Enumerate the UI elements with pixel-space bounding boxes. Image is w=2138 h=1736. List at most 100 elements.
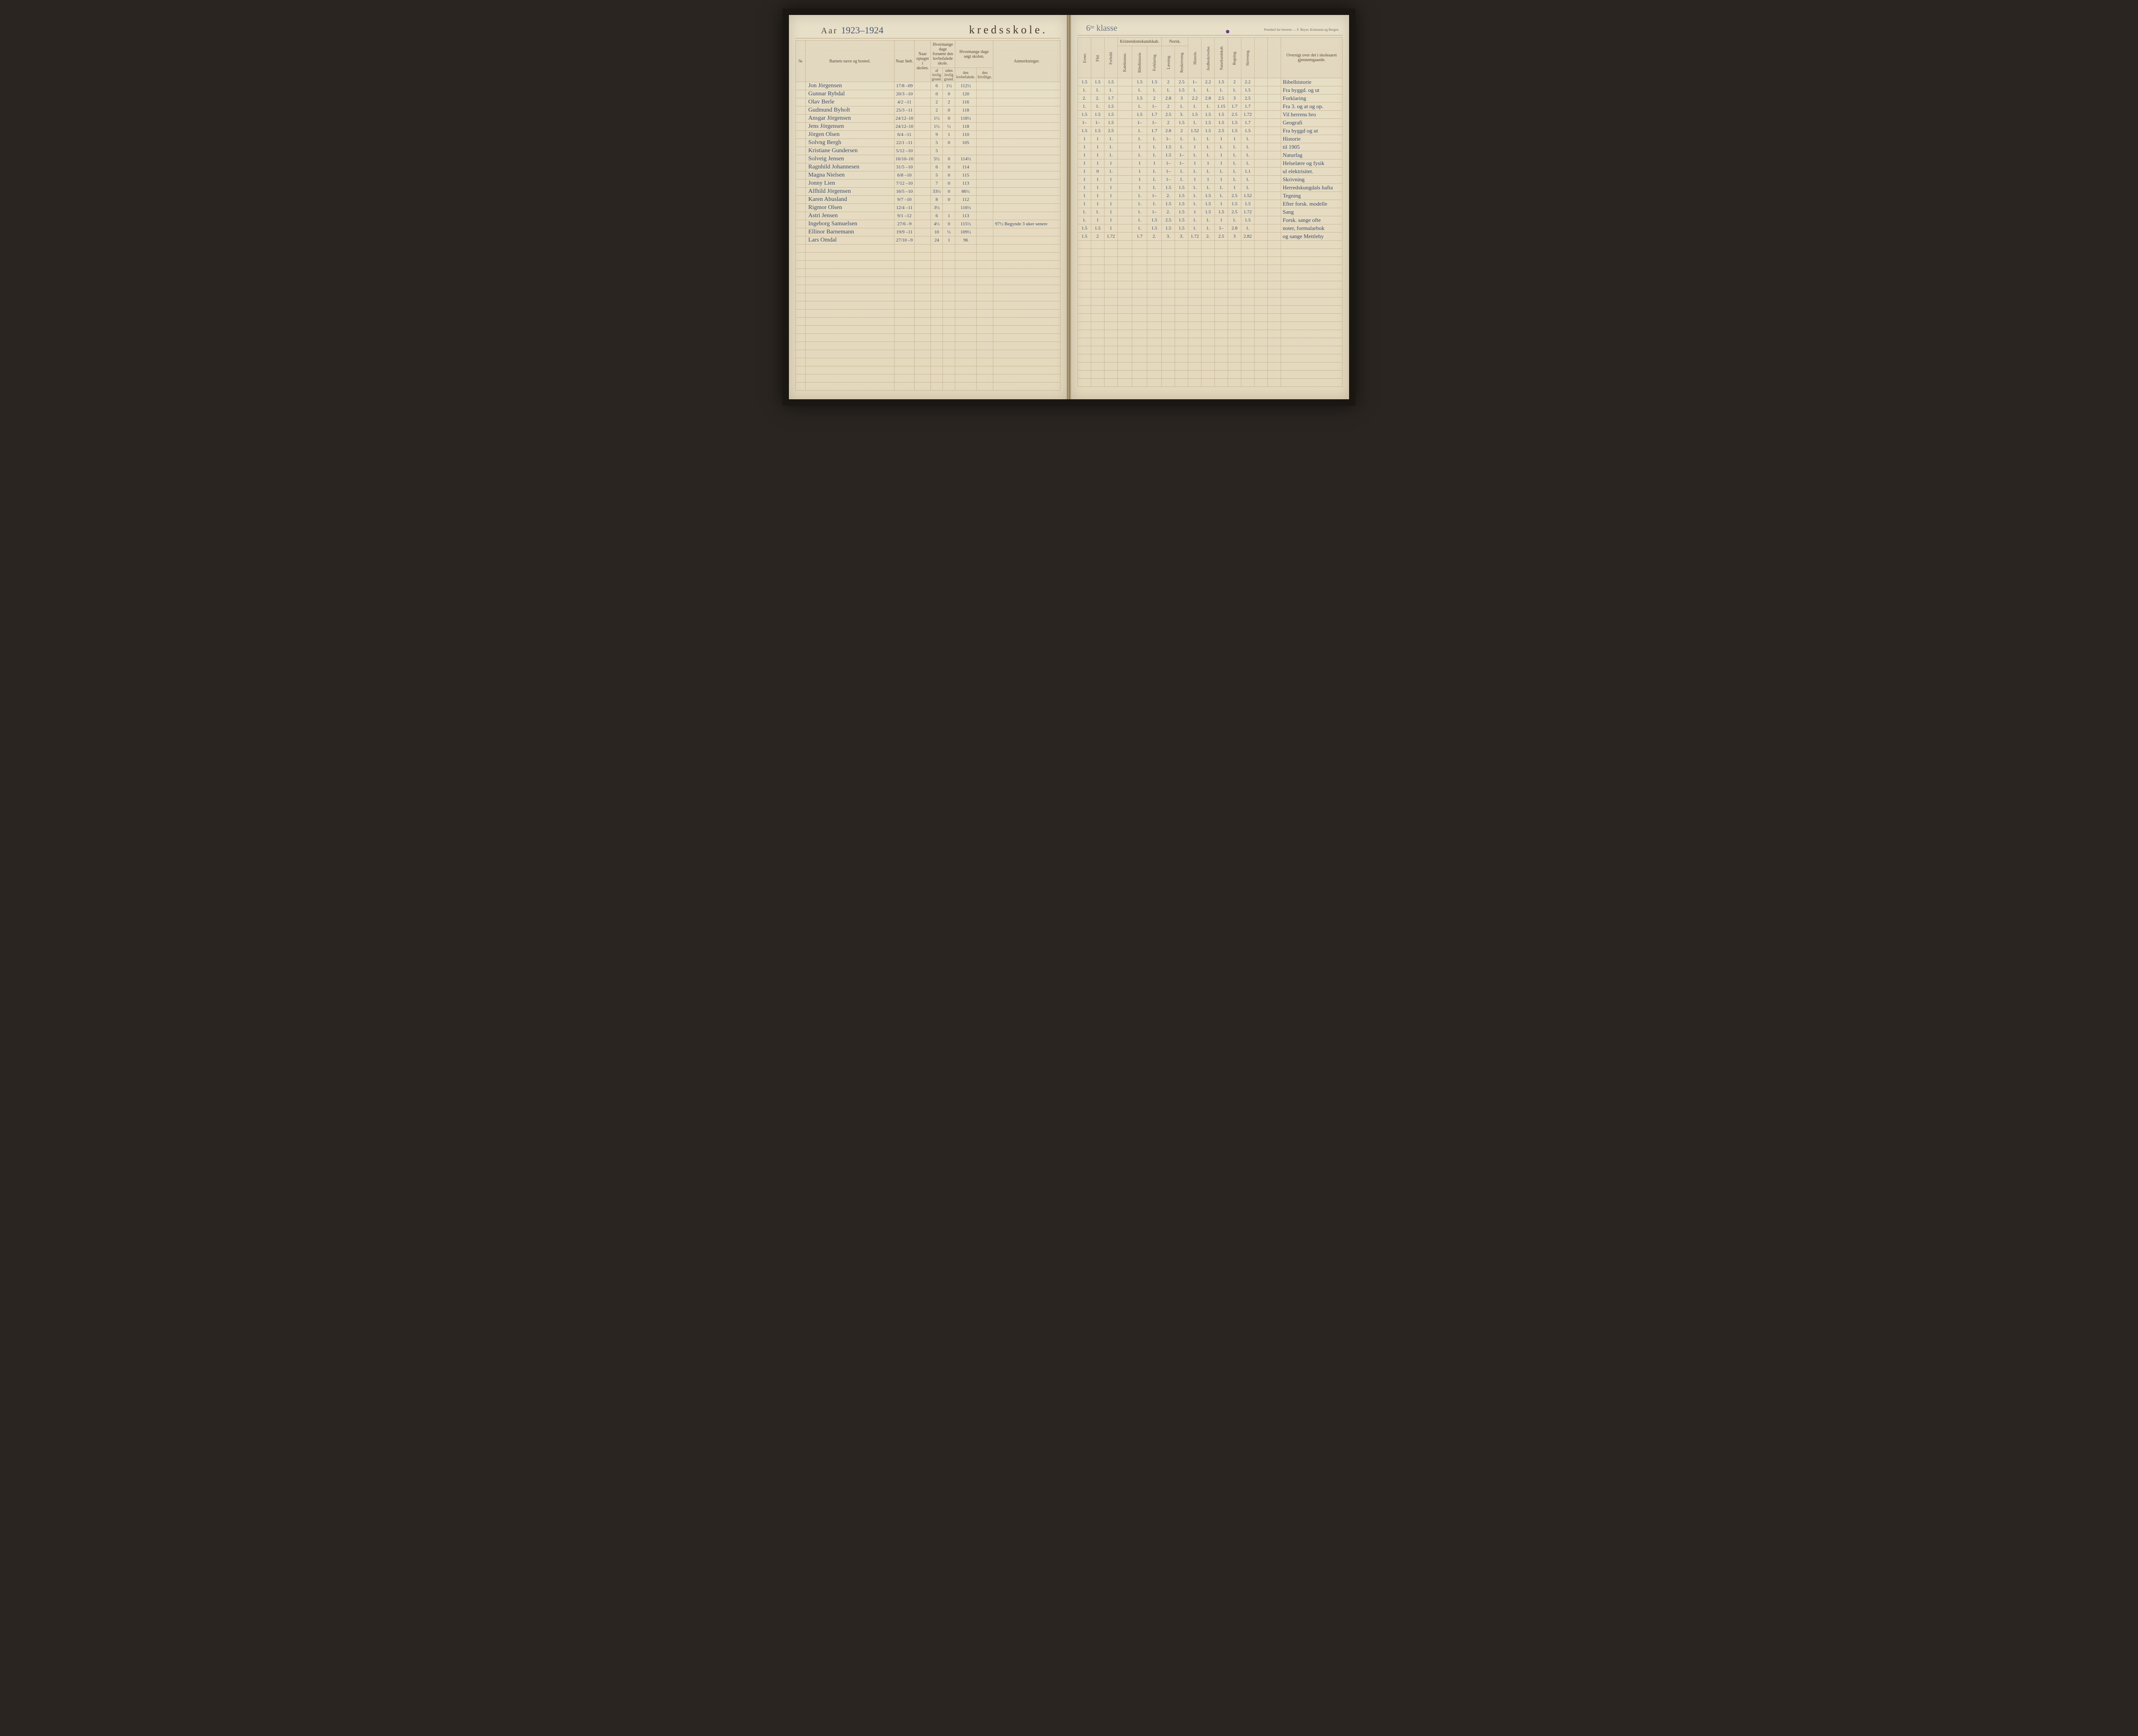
row-num [796,123,806,131]
grade-cell: 1.7 [1104,94,1117,103]
school-type-title: kredsskole. [969,24,1048,36]
curriculum-note: Naturfag [1281,151,1342,159]
grade-cell: 1 [1215,176,1228,184]
student-enrolled [915,171,930,180]
grade-cell: 2.8 [1162,127,1175,135]
student-enrolled [915,212,930,220]
remarks [993,171,1060,180]
grade-cell: 3 [1228,94,1241,103]
remarks [993,131,1060,139]
grade-cell: 1 [1132,184,1147,192]
grade-cell: 1.5 [1162,143,1175,151]
grade-cell [1117,78,1132,86]
grade-cell: 1. [1202,103,1215,111]
grade-cell: 1.5 [1228,127,1241,135]
grade-cell: 1. [1147,86,1162,94]
empty-row [1078,257,1343,265]
empty-row [1078,314,1343,322]
empty-row [796,245,1060,253]
grade-cell: 1 [1188,159,1202,168]
blank-cell [1267,200,1281,208]
blank-cell [1254,94,1267,103]
student-born: 25/3 –11 [894,106,915,115]
curriculum-note: Fra byggd og ut [1281,127,1342,135]
grade-cell: 1 [1215,151,1228,159]
student-born: 20/3 –10 [894,90,915,98]
grade-cell: 1. [1188,168,1202,176]
grade-cell: 2.82 [1241,233,1254,241]
grade-cell: 1. [1188,151,1202,159]
att-law: 115 [955,171,977,180]
att-vol [976,228,993,236]
remarks [993,82,1060,90]
grade-cell: 1.5 [1104,119,1117,127]
student-row: Kristiane Gundersen5/12 –105 [796,147,1060,155]
empty-row [1078,379,1343,387]
grade-cell [1117,216,1132,224]
empty-row [1078,306,1343,314]
student-name: Gudmund Byholt [806,106,895,115]
grade-cell: 1.7 [1228,103,1241,111]
col-evner: Evner. [1078,38,1091,78]
student-name: Gunnar Rybdal [806,90,895,98]
grade-cell: 1 [1091,216,1104,224]
row-num [796,147,806,155]
empty-row [1078,371,1343,379]
row-num [796,90,806,98]
remarks [993,196,1060,204]
abs-lawful: 9 [930,131,943,139]
right-page: 6ᵗᵉ klasse Protokol for læreren — F. Bey… [1071,15,1349,399]
student-born: 27/10 –9 [894,236,915,245]
student-name: Kristiane Gundersen [806,147,895,155]
student-name: Jon Jörgensen [806,82,895,90]
student-enrolled [915,155,930,163]
student-enrolled [915,220,930,228]
empty-row [796,293,1060,301]
grade-cell: 1. [1228,168,1241,176]
student-name: Ansgar Jörgensen [806,115,895,123]
grade-cell: 2.5 [1241,94,1254,103]
abs-unlawful: 0 [943,115,955,123]
grade-cell: 1. [1215,192,1228,200]
att-vol [976,171,993,180]
student-born: 19/9 –11 [894,228,915,236]
grade-cell: 1.5 [1175,208,1188,216]
att-vol [976,90,993,98]
att-vol [976,155,993,163]
grade-cell: 1.5 [1175,216,1188,224]
student-born: 12/4 –11 [894,204,915,212]
curriculum-note: Historie [1281,135,1342,143]
blank-cell [1254,86,1267,94]
grade-cell [1117,224,1132,233]
row-num [796,220,806,228]
right-table: Evner. Flid. Forhold. Kristendomskundska… [1078,37,1343,387]
grade-cell: 2. [1147,233,1162,241]
curriculum-note: Forklaring [1281,94,1342,103]
grade-cell: 1.5 [1147,224,1162,233]
student-name: Magna Nielsen [806,171,895,180]
col-abs-unlawful: uden lovlig grund. [943,68,955,82]
att-vol [976,180,993,188]
grade-cell [1117,168,1132,176]
att-law: 118½ [955,115,977,123]
grade-cell: 2.5 [1162,216,1175,224]
blank-cell [1254,224,1267,233]
grade-cell: 1. [1202,184,1215,192]
grade-cell: 1 [1078,200,1091,208]
student-born: 5/12 –10 [894,147,915,155]
col-jordbeskr: Jordbeskrivelse. [1202,38,1215,78]
att-law: 96 [955,236,977,245]
grade-cell: 1.5 [1202,192,1215,200]
abs-lawful: 2 [930,98,943,106]
student-enrolled [915,228,930,236]
blank-cell [1254,143,1267,151]
grade-cell: 1– [1162,176,1175,184]
row-num [796,115,806,123]
grade-cell: 1. [1241,176,1254,184]
grade-cell: 1. [1132,127,1147,135]
grade-cell: 1.5 [1162,224,1175,233]
grade-cell: 1– [1147,103,1162,111]
grade-cell: 1. [1175,143,1188,151]
abs-lawful: 4½ [930,220,943,228]
empty-row [796,334,1060,342]
